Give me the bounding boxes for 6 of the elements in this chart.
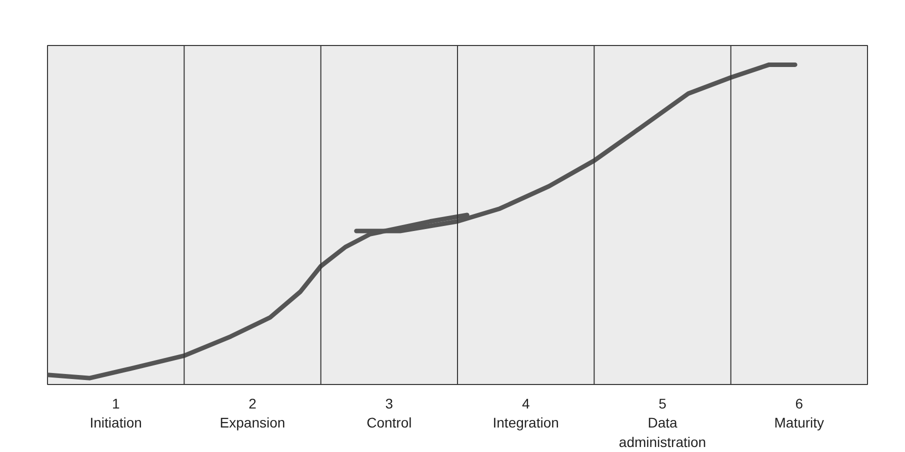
x-tick-label: 6 Maturity (774, 396, 824, 431)
x-tick-label: 5 Data administration (618, 396, 706, 450)
x-tick-label: 2 Expansion (220, 396, 286, 431)
x-tick-label: 3 Control (366, 396, 412, 431)
x-tick-label: 1 Initiation (90, 396, 142, 431)
x-tick-label: 4 Integration (492, 396, 559, 431)
